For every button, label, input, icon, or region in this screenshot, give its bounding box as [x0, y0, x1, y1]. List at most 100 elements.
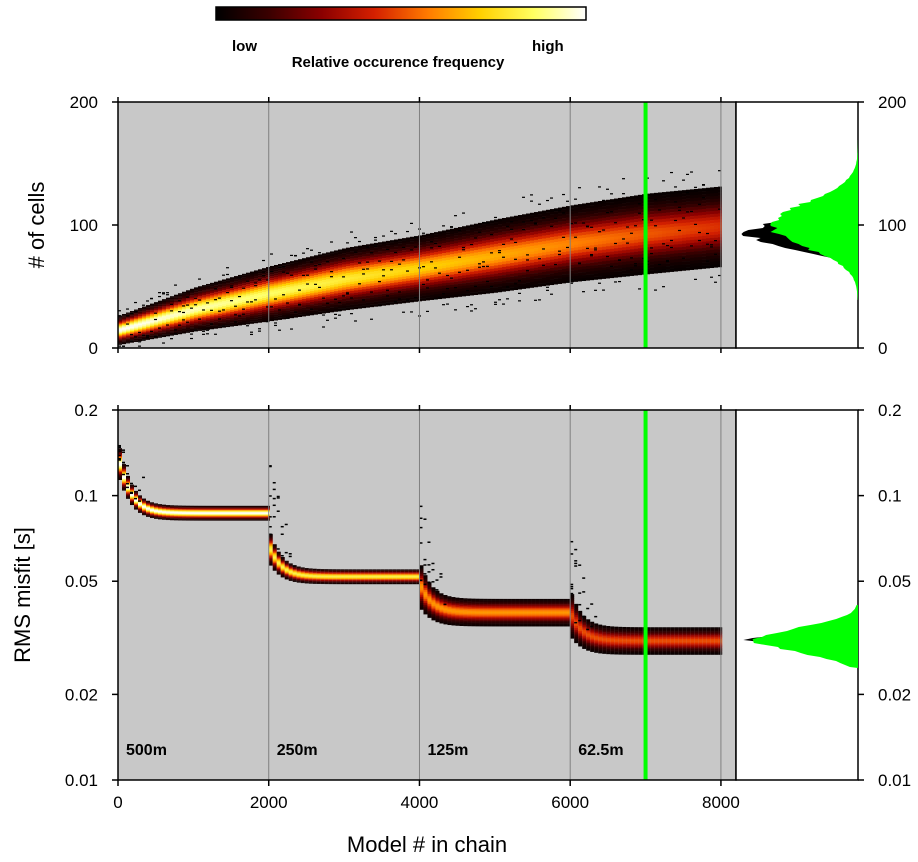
density-cell [674, 259, 678, 263]
density-cell [214, 325, 218, 327]
density-cell [506, 258, 510, 262]
density-cell [602, 238, 606, 242]
density-cell [214, 307, 218, 310]
density-cell [318, 274, 322, 277]
density-cell [378, 263, 382, 267]
density-cell [502, 237, 506, 241]
density-cell [398, 279, 402, 283]
density-cell [382, 241, 386, 245]
density-cell [658, 260, 662, 265]
density-cell [154, 328, 158, 331]
density-cell [650, 234, 654, 239]
density-cell [122, 469, 126, 471]
density-cell [698, 194, 702, 198]
density-cell [294, 287, 298, 291]
density-cell [586, 277, 590, 281]
density-cell [362, 303, 366, 306]
density-cell [262, 300, 266, 303]
density-cell [598, 218, 602, 222]
density-cell [370, 281, 374, 284]
outlier-trace [518, 292, 521, 294]
density-cell [510, 284, 514, 288]
density-cell [438, 258, 442, 262]
density-cell [326, 261, 330, 264]
density-cell [698, 212, 702, 216]
density-cell [226, 303, 230, 306]
density-cell [686, 258, 690, 262]
outlier-trace [466, 289, 469, 292]
density-cell [266, 301, 270, 304]
density-cell [458, 291, 462, 295]
density-cell [154, 323, 158, 326]
density-cell [522, 233, 526, 237]
density-cell [182, 308, 186, 311]
density-cell [198, 301, 202, 303]
density-cell [534, 231, 538, 235]
density-cell [130, 325, 134, 327]
density-cell [518, 250, 522, 254]
outlier-trace [330, 271, 333, 273]
density-cell [246, 282, 250, 285]
density-cell [170, 302, 174, 304]
density-cell [514, 237, 518, 241]
density-cell [254, 307, 258, 310]
density-cell [650, 258, 654, 262]
density-cell [422, 298, 426, 301]
outlier-trace [458, 229, 461, 231]
density-cell [210, 322, 214, 325]
density-cell [454, 245, 458, 249]
density-cell [670, 241, 674, 246]
density-cell [710, 202, 714, 206]
density-cell [706, 196, 710, 200]
density-cell [230, 299, 234, 302]
density-cell [366, 251, 370, 254]
density-cell [602, 243, 606, 248]
density-cell [166, 310, 170, 313]
density-cell [718, 186, 722, 190]
density-cell [414, 294, 418, 297]
density-cell [474, 247, 478, 251]
density-cell [118, 342, 122, 344]
density-cell [514, 221, 518, 225]
density-cell [330, 278, 334, 281]
density-cell [538, 211, 542, 215]
density-cell [174, 515, 178, 517]
density-cell [514, 273, 518, 277]
outlier-trace [506, 298, 509, 300]
density-cell [286, 270, 290, 273]
density-cell [522, 261, 526, 265]
outlier-trace [122, 473, 125, 476]
density-cell [250, 283, 254, 286]
density-cell [118, 475, 122, 478]
density-cell [310, 306, 314, 309]
density-cell [390, 294, 394, 298]
density-cell [370, 304, 374, 308]
density-cell [170, 510, 174, 512]
density-cell [658, 210, 662, 214]
density-cell [518, 264, 522, 268]
density-cell [562, 246, 566, 250]
density-cell [678, 214, 682, 218]
density-cell [182, 321, 186, 323]
density-cell [562, 254, 566, 258]
density-cell [458, 237, 462, 241]
density-cell [250, 321, 254, 324]
density-cell [182, 294, 186, 297]
density-cell [442, 250, 446, 254]
outlier-trace [170, 303, 173, 305]
density-cell [598, 247, 602, 251]
density-cell [634, 213, 638, 217]
density-cell [422, 239, 426, 243]
density-cell [626, 267, 630, 271]
density-cell [378, 284, 382, 288]
density-cell [346, 279, 350, 283]
density-cell [578, 249, 582, 253]
density-cell [686, 222, 690, 226]
density-cell [382, 251, 386, 254]
density-cell [622, 255, 626, 260]
density-cell [170, 505, 174, 507]
density-cell [234, 294, 238, 297]
density-cell [510, 268, 514, 272]
density-cell [526, 252, 530, 256]
density-cell [206, 300, 210, 303]
